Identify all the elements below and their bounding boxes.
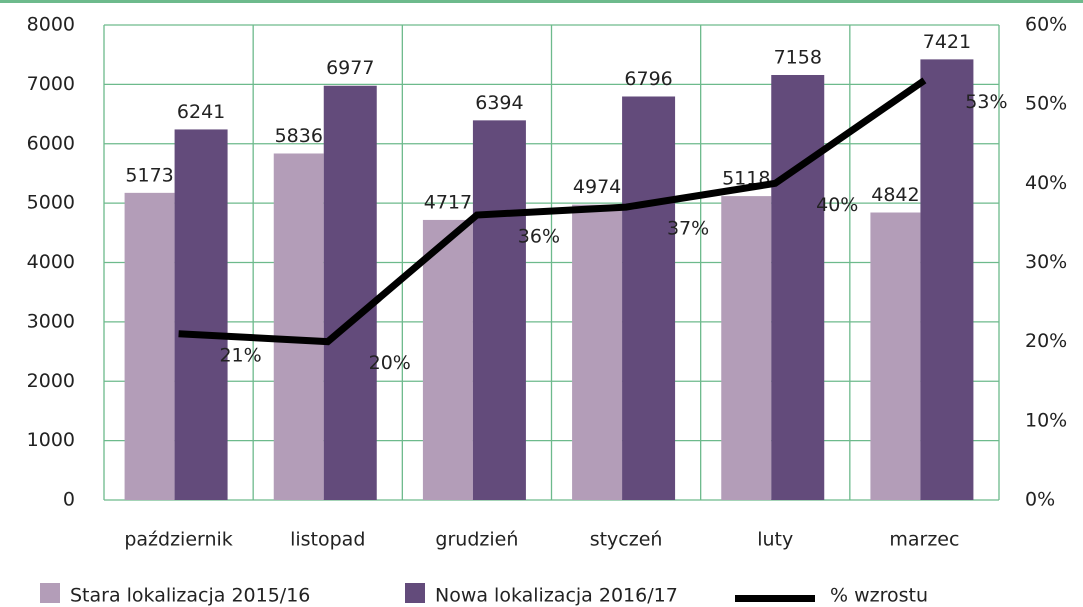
y2-tick-label: 60% [1025,14,1067,36]
legend-swatch [405,583,425,603]
line-value-label: 37% [667,218,709,240]
y2-tick-label: 0% [1025,489,1055,511]
bar-value-label: 6394 [475,92,523,114]
bar-value-label: 6977 [326,57,374,79]
bar [721,196,772,500]
bar [422,219,473,500]
y-tick-label: 3000 [27,310,75,332]
bar [174,129,228,501]
bar-value-label: 7421 [923,31,971,53]
line [178,77,927,346]
legend-swatch [40,583,60,603]
y-tick-label: 2000 [27,370,75,392]
x-tick-label: grudzień [435,529,518,551]
y2-tick-label: 50% [1025,93,1067,115]
y2-tick-label: 30% [1025,251,1067,273]
y-tick-label: 0 [63,489,75,511]
bar [771,74,825,501]
bar [572,204,623,500]
bar-value-label: 6241 [177,101,225,123]
top-rule [0,0,1083,3]
y-tick-label: 8000 [27,14,75,36]
bar [870,212,921,500]
line-value-label: 36% [518,226,560,248]
bar [920,59,974,501]
x-tick-label: luty [757,529,793,551]
bar [472,120,526,500]
bar-value-label: 5836 [275,125,323,147]
y-tick-label: 1000 [27,429,75,451]
bar-value-label: 7158 [774,46,822,68]
x-tick-label: marzec [889,529,959,551]
bar-value-label: 5173 [125,164,173,186]
y-tick-label: 5000 [27,192,75,214]
line-value-label: 53% [965,91,1007,113]
legend-label: % wzrostu [830,585,928,607]
y-tick-label: 7000 [27,73,75,95]
bar [273,153,324,501]
bar-value-label: 4842 [871,184,919,206]
y-tick-label: 4000 [27,251,75,273]
y2-tick-label: 20% [1025,330,1067,352]
legend-label: Nowa lokalizacja 2016/17 [435,585,678,607]
bar [323,85,377,500]
line-value-label: 21% [219,344,261,366]
bar-value-label: 4974 [573,176,621,198]
bar-value-label: 4717 [424,191,472,213]
legend-line [735,595,815,602]
y2-tick-label: 40% [1025,172,1067,194]
y-tick-label: 6000 [27,132,75,154]
x-tick-label: październik [124,529,232,551]
bar-value-label: 6796 [624,68,672,90]
bar [622,96,676,501]
line-value-label: 40% [816,194,858,216]
x-tick-label: listopad [290,529,365,551]
line-value-label: 20% [369,352,411,374]
legend-label: Stara lokalizacja 2015/16 [70,585,310,607]
bar [124,192,175,500]
y2-tick-label: 10% [1025,409,1067,431]
x-tick-label: styczeń [590,529,663,551]
